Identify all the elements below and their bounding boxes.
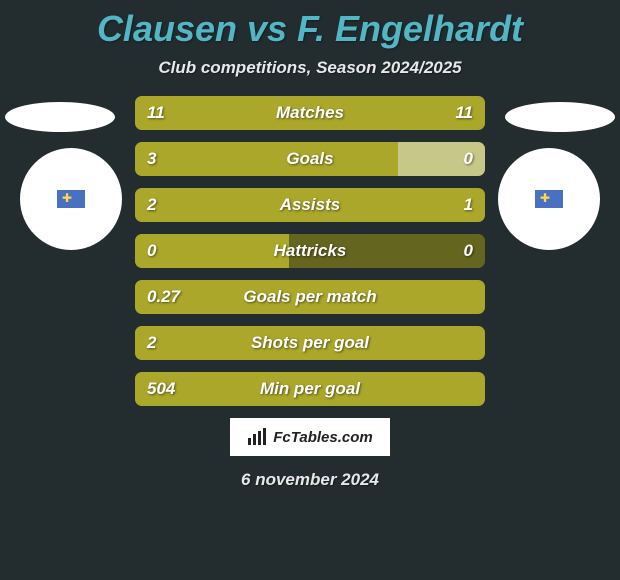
- chart-icon: [247, 428, 269, 446]
- chart-date: 6 november 2024: [0, 470, 620, 490]
- stat-value-right: 0: [464, 234, 473, 268]
- stat-fill-right: [328, 188, 486, 222]
- stat-fill-left: [135, 372, 485, 406]
- stat-fill-left: [135, 280, 485, 314]
- flag-icon: [57, 190, 85, 208]
- stat-row: 21Assists: [135, 188, 485, 222]
- stat-row: 30Goals: [135, 142, 485, 176]
- stat-bars: 1111Matches 30Goals 21Assists 00Hattricks 0.…: [135, 96, 485, 406]
- player-right-ellipse: [505, 102, 615, 132]
- stat-row: 504Min per goal: [135, 372, 485, 406]
- stat-row: 0.27Goals per match: [135, 280, 485, 314]
- stat-fill-left: [135, 234, 289, 268]
- logo-text: FcTables.com: [273, 429, 372, 446]
- stat-fill-left: [135, 326, 485, 360]
- stat-fill-left: [135, 142, 398, 176]
- player-right-badge: [498, 148, 600, 250]
- stat-fill-right: [398, 142, 486, 176]
- player-left-badge: [20, 148, 122, 250]
- comparison-stage: 1111Matches 30Goals 21Assists 00Hattricks 0.…: [0, 96, 620, 406]
- stat-row: 1111Matches: [135, 96, 485, 130]
- stat-row: 2Shots per goal: [135, 326, 485, 360]
- stat-fill-left: [135, 96, 310, 130]
- stat-row: 00Hattricks: [135, 234, 485, 268]
- flag-icon: [535, 190, 563, 208]
- site-logo[interactable]: FcTables.com: [230, 418, 390, 456]
- player-left-ellipse: [5, 102, 115, 132]
- stat-fill-left: [135, 188, 328, 222]
- page-title: Clausen vs F. Engelhardt: [0, 0, 620, 50]
- page-subtitle: Club competitions, Season 2024/2025: [0, 58, 620, 78]
- stat-fill-right: [310, 96, 485, 130]
